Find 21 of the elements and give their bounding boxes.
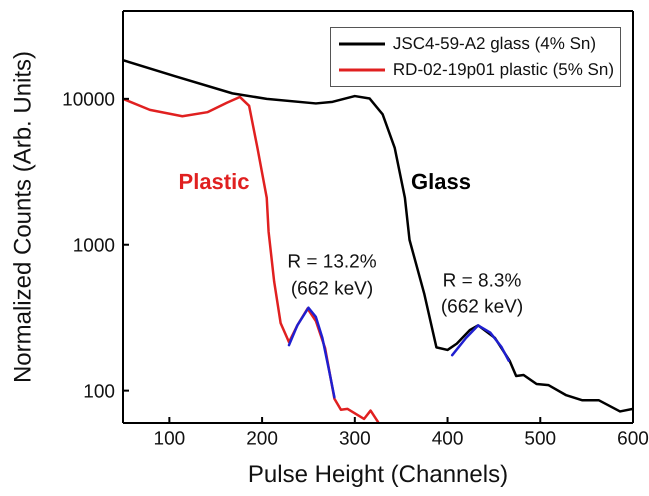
line-series (288, 306, 336, 399)
annotation: Plastic (178, 169, 250, 194)
legend-label: JSC4-59-A2 glass (4% Sn) (392, 34, 596, 54)
x-tick-label: 600 (617, 428, 649, 450)
x-tick-label: 500 (524, 428, 556, 450)
annotation: R = 8.3% (442, 270, 522, 292)
y-axis-title: Normalized Counts (Arb. Units) (10, 50, 37, 384)
y-tick-label: 100 (83, 381, 115, 402)
annotation: (662 keV) (440, 296, 524, 318)
line-series (450, 324, 510, 362)
x-tick-label: 400 (432, 428, 464, 450)
annotation: Glass (411, 169, 471, 194)
legend-label: RD-02-19p01 plastic (5% Sn) (392, 60, 614, 80)
y-tick-label: 1000 (72, 235, 115, 256)
annotation: R = 13.2% (287, 252, 377, 272)
annotation: (662 keV) (290, 278, 374, 300)
x-tick-label: 300 (338, 428, 371, 450)
x-tick-label: 200 (246, 428, 278, 450)
y-tick-label: 10000 (62, 90, 115, 111)
x-tick-label: 100 (154, 428, 186, 450)
x-axis-title: Pulse Height (Channels) (248, 461, 508, 488)
